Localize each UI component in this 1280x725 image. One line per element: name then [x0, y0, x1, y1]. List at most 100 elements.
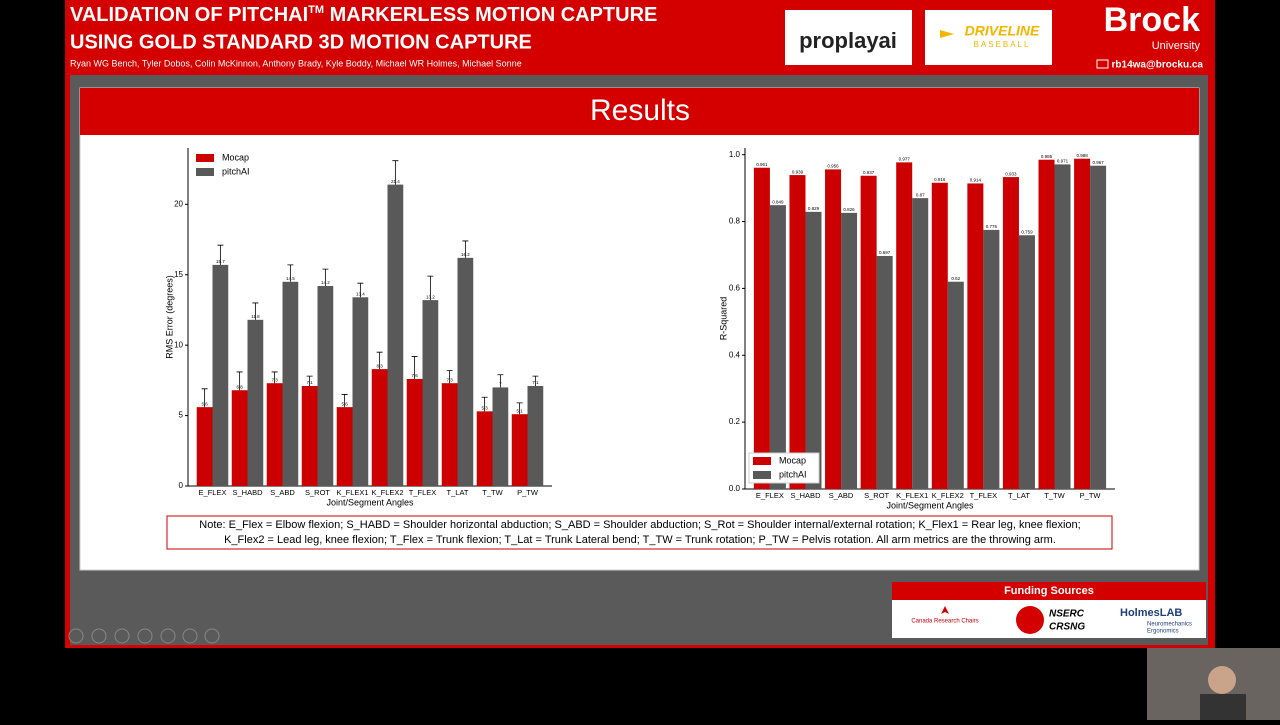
bar — [876, 255, 893, 489]
value-label: 0.956 — [827, 164, 839, 169]
webcam-face — [1208, 666, 1236, 694]
control-prev[interactable] — [68, 628, 84, 644]
error-bar — [462, 240, 469, 258]
legend-label: Mocap — [222, 152, 249, 162]
error-bar — [497, 374, 504, 388]
control-more[interactable] — [204, 628, 220, 644]
email: rb14wa@brocku.ca — [1112, 60, 1204, 71]
value-label: 0.977 — [899, 157, 911, 162]
bar — [931, 182, 948, 490]
y-tick-label: 0.2 — [729, 417, 741, 426]
x-axis-label: Joint/Segment Angles — [326, 497, 414, 507]
bar — [317, 286, 334, 486]
error-bar — [271, 371, 278, 384]
bar — [912, 198, 929, 489]
value-label: 5.6 — [201, 401, 208, 406]
sponsor: Canada Research Chairs — [911, 619, 978, 625]
legend-label: pitchAI — [222, 166, 250, 176]
value-label: 15.7 — [216, 259, 225, 264]
x-tick-label: T_FLEX — [409, 488, 437, 497]
value-label: 14.2 — [321, 280, 330, 285]
legend-label: pitchAI — [779, 469, 807, 479]
logo-box — [925, 10, 1052, 65]
x-tick-label: T_TW — [1044, 491, 1065, 500]
x-tick-label: K_FLEX1 — [896, 491, 928, 500]
bar — [825, 169, 842, 490]
maple-icon — [941, 606, 949, 614]
y-axis-label: R-Squared — [718, 297, 728, 341]
value-label: 5.1 — [516, 408, 523, 413]
bar — [422, 300, 439, 486]
value-label: 6.8 — [236, 384, 243, 389]
value-label: 0.914 — [970, 178, 982, 183]
note-box — [166, 515, 1113, 550]
value-label: 0.988 — [1076, 153, 1088, 158]
value-label: 13.4 — [356, 291, 365, 296]
value-label: 0.849 — [772, 199, 784, 204]
bar — [1090, 165, 1107, 489]
section-title: Results — [590, 94, 690, 127]
bar — [896, 162, 913, 489]
value-label: 0.967 — [1092, 160, 1104, 165]
x-axis-label: Joint/Segment Angles — [886, 500, 974, 510]
value-label: 7.3 — [446, 377, 453, 382]
logo-university: University — [1152, 40, 1201, 52]
y-axis-label: RMS Error (degrees) — [164, 275, 174, 359]
y-tick-label: 5 — [179, 411, 184, 420]
legend-swatch — [196, 168, 214, 176]
x-tick-label: K_FLEX2 — [371, 488, 403, 497]
logo-icon — [940, 30, 954, 38]
bar — [947, 281, 964, 489]
value-label: 5.3 — [481, 406, 488, 411]
control-slides[interactable] — [137, 628, 153, 644]
sponsor: NSERC — [1049, 609, 1085, 620]
bar — [476, 411, 493, 486]
control-zoom[interactable] — [160, 628, 176, 644]
x-tick-label: S_ROT — [864, 491, 889, 500]
error-bar — [252, 302, 259, 320]
bar — [336, 407, 353, 486]
error-bar — [306, 375, 313, 387]
value-label: 0.87 — [916, 192, 925, 197]
legend-swatch — [196, 154, 214, 162]
control-subtitles[interactable] — [182, 628, 198, 644]
x-tick-label: T_FLEX — [970, 491, 998, 500]
error-bar — [287, 264, 294, 282]
bar — [457, 257, 474, 486]
sponsor: Neuromechanics — [1147, 622, 1192, 628]
value-label: 7.6 — [411, 373, 418, 378]
bar — [511, 414, 528, 486]
bar — [1018, 235, 1035, 489]
control-pen[interactable] — [114, 628, 130, 644]
value-label: 0.829 — [808, 206, 820, 211]
title-part: VALIDATION OF PITCHAI — [70, 4, 308, 26]
value-label: 0.775 — [986, 224, 998, 229]
bar — [212, 264, 229, 486]
logo-baseball: BASEBALL — [974, 40, 1031, 49]
error-bar — [392, 160, 399, 185]
bar — [753, 167, 770, 490]
value-label: 8.3 — [376, 363, 383, 368]
bar — [387, 184, 404, 486]
bar — [1038, 159, 1055, 489]
logo-proplay: proplayai — [799, 28, 897, 53]
x-tick-label: P_TW — [517, 488, 539, 497]
title-part: MARKERLESS MOTION CAPTURE — [324, 4, 657, 26]
value-label: 0.826 — [843, 207, 855, 212]
title: VALIDATION OF PITCHAITM MARKERLESS MOTIO… — [70, 4, 657, 26]
bar — [967, 183, 984, 489]
bar — [789, 175, 806, 489]
bar — [1002, 177, 1019, 489]
x-tick-label: E_FLEX — [756, 491, 784, 500]
sponsor: HolmesLAB — [1120, 607, 1182, 619]
error-bar — [236, 371, 243, 391]
error-bar — [427, 275, 434, 301]
funding-title: Funding Sources — [1004, 585, 1094, 597]
error-bar — [322, 268, 329, 287]
error-bar — [411, 356, 418, 379]
error-bar — [217, 244, 224, 265]
control-next[interactable] — [91, 628, 107, 644]
bar — [301, 386, 318, 486]
bar — [231, 390, 248, 486]
legend-label: Mocap — [779, 455, 806, 465]
